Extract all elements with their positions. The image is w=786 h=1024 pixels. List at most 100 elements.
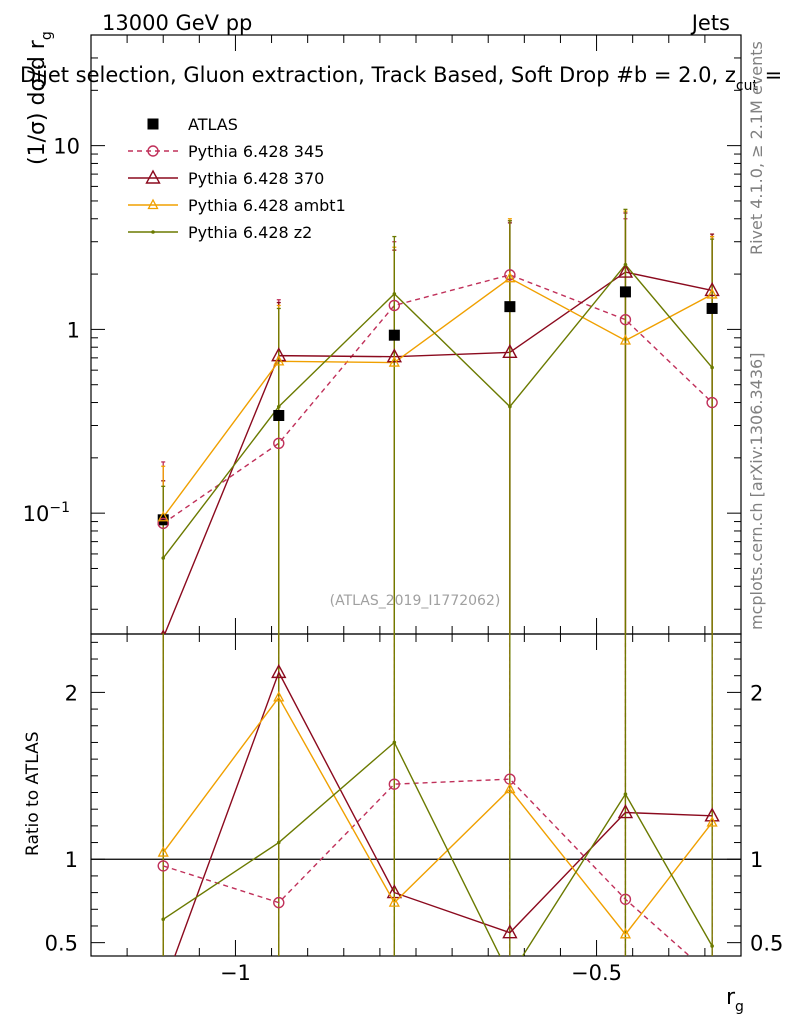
ratio-panel-marks [91,634,741,981]
main-ytick-label: 10−1 [23,500,70,526]
ratio-line-pythia-6-428-ambt1 [162,696,713,936]
main-ylabel-text: (1/σ) dσ/d r [25,39,50,165]
category-label: Jets [690,11,730,35]
point-pythia-6-428-z2 [508,404,512,409]
main-ylabel: (1/σ) dσ/d rg [25,31,55,165]
ratio-point-pythia-6-428-ambt1 [619,927,632,939]
point-pythia-6-428-ambt1 [706,288,718,299]
series-line-pythia-6-428-345 [162,274,713,524]
ratio-ytick-label-left: 1 [65,848,78,872]
point-pythia-6-428-370 [386,348,403,363]
ratio-frame [90,633,742,957]
x-tick-label: −1 [220,961,251,985]
point-atlas [619,286,631,298]
main-ytick-label: 10 [53,135,80,159]
ratio-point-pythia-6-428-z2 [623,792,628,796]
ratio-point-pythia-6-428-345 [707,971,717,981]
plot-title-tail: = [758,63,782,87]
legend-label-atlas: ATLAS [188,115,238,134]
ratio-line-pythia-6-428-345 [163,778,691,956]
legend-label-pythia-6-428-z2: Pythia 6.428 z2 [188,223,312,242]
analysis-watermark: (ATLAS_2019_I1772062) [330,593,501,609]
main-clip-group [157,208,720,634]
point-pythia-6-428-345 [504,269,516,281]
ratio-ylabel: Ratio to ATLAS [23,732,43,857]
point-pythia-6-428-370 [502,343,518,359]
point-pythia-6-428-370 [617,263,634,278]
ratio-point-pythia-6-428-ambt1 [157,846,169,857]
series-line-pythia-6-428-ambt1 [162,277,713,518]
point-atlas [504,301,516,313]
x-axis-label: rg [726,985,744,1015]
legend-marker-pythia-6-428-z2 [151,230,155,234]
legend-marker-atlas [147,118,159,130]
point-pythia-6-428-ambt1 [504,271,516,283]
point-atlas [706,302,718,314]
legend-label-pythia-6-428-ambt1: Pythia 6.428 ambt1 [188,196,346,215]
mcplots-label: mcplots.cern.ch [arXiv:1306.3436] [747,353,766,630]
main-ylabel-sub: g [39,31,55,40]
ratio-point-pythia-6-428-370 [502,924,518,939]
ratio-point-pythia-6-428-370 [704,807,720,822]
point-pythia-6-428-ambt1 [157,510,169,522]
legend-marker-pythia-6-428-370 [145,169,161,184]
ratio-ytick-label-right: 0.5 [750,932,783,956]
ratio-point-pythia-6-428-ambt1 [388,896,400,907]
point-pythia-6-428-z2 [623,262,628,267]
ratio-ytick-label-right: 1 [750,848,763,872]
point-pythia-6-428-345 [157,517,169,530]
plot-title: Dijet selection, Gluon extraction, Track… [20,63,782,94]
legend-label-pythia-6-428-370: Pythia 6.428 370 [188,169,324,188]
point-atlas [273,409,285,421]
point-atlas [388,329,400,341]
point-pythia-6-428-345 [388,299,401,312]
main-ytick-label: 1 [67,318,80,342]
ratio-point-pythia-6-428-370 [617,804,634,819]
x-axis-label-sub: g [735,999,744,1015]
ratio-clip-group [91,634,741,981]
point-pythia-6-428-z2 [276,404,281,409]
series-line-pythia-6-428-z2 [162,263,713,559]
legend: ATLAS Pythia 6.428 345 Pythia 6.428 370 Pyt… [128,115,346,242]
ratio-point-pythia-6-428-345 [157,860,169,872]
point-pythia-6-428-z2 [392,292,397,296]
legend-label-pythia-6-428-345: Pythia 6.428 345 [188,142,324,161]
ratio-line-pythia-6-428-370 [174,670,713,956]
ratio-ytick-label-left: 2 [65,681,78,705]
ratio-point-pythia-6-428-345 [273,896,285,909]
point-pythia-6-428-ambt1 [619,334,632,345]
x-axis-label-text: r [726,985,736,1010]
axis-ticks: 10−1 1 10 0.5 0.5 1 1 2 2 −1 −0.5 [23,34,783,985]
point-pythia-6-428-370 [704,281,720,297]
legend-marker-pythia-6-428-ambt1 [147,198,159,210]
ratio-point-pythia-6-428-z2 [392,740,397,745]
point-pythia-6-428-345 [619,313,632,326]
ratio-point-pythia-6-428-z2 [276,840,281,845]
plot-title-main: Dijet selection, Gluon extraction, Track… [20,63,736,87]
point-pythia-6-428-ambt1 [388,356,400,367]
point-pythia-6-428-z2 [161,556,166,560]
ratio-point-pythia-6-428-ambt1 [504,782,516,794]
ratio-point-pythia-6-428-ambt1 [706,816,718,827]
point-pythia-6-428-z2 [710,365,714,370]
rivet-label: Rivet 4.1.0, ≥ 2.1M events [747,41,766,255]
ratio-point-pythia-6-428-370 [271,663,287,679]
legend-marker-pythia-6-428-345 [147,145,159,157]
x-tick-label: −0.5 [571,961,622,985]
series-line-pythia-6-428-370 [163,271,713,634]
ratio-point-pythia-6-428-ambt1 [273,691,285,702]
ratio-point-pythia-6-428-z2 [508,974,512,978]
ratio-point-pythia-6-428-345 [619,893,632,905]
ratio-ytick-label-right: 2 [750,681,763,705]
point-atlas [157,514,169,526]
point-pythia-6-428-ambt1 [273,354,285,366]
energy-label: 13000 GeV pp [102,11,252,35]
main-panel-marks [157,208,720,634]
ratio-ytick-label-left: 0.5 [45,932,78,956]
point-pythia-6-428-370 [271,347,287,362]
ratio-line-pythia-6-428-z2 [162,741,713,956]
point-pythia-6-428-345 [706,396,718,409]
ratio-point-pythia-6-428-z2 [161,917,166,922]
point-pythia-6-428-345 [273,437,285,449]
